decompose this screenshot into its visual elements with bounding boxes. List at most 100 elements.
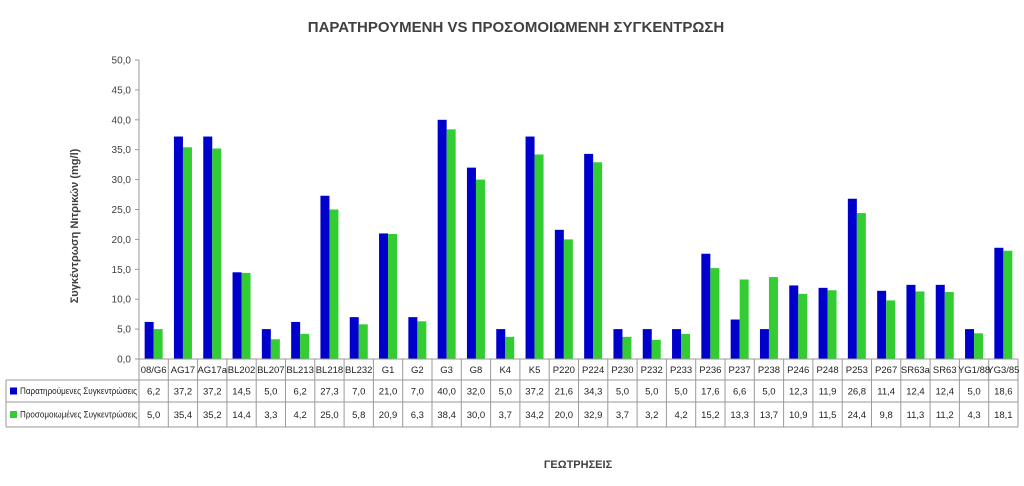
data-table-value: 34,2 [525, 410, 544, 421]
category-label: P248 [816, 365, 838, 376]
data-table-value: 14,4 [232, 410, 251, 421]
data-table-value: 5,0 [645, 387, 658, 398]
data-table-value: 3,2 [645, 410, 658, 421]
x-axis-label: ΓΕΩΤΡΗΣΕΙΣ [544, 459, 613, 471]
bar-observed [613, 329, 623, 359]
bar-simulated [651, 339, 661, 359]
bar-simulated [710, 268, 720, 359]
category-label: BL218 [316, 365, 343, 376]
bar-simulated [593, 162, 603, 359]
category-label: P246 [787, 365, 809, 376]
category-label: YG1/88 [958, 365, 990, 376]
bar-simulated [534, 154, 544, 359]
bar-observed [730, 319, 740, 359]
bar-simulated [446, 129, 456, 359]
data-table-value: 12,4 [906, 387, 925, 398]
data-table-value: 20,9 [379, 410, 398, 421]
bar-observed [584, 153, 594, 359]
category-label: G2 [411, 365, 424, 376]
bar-simulated [856, 213, 866, 359]
category-label: SR63a [901, 365, 931, 376]
data-table-value: 21,6 [555, 387, 574, 398]
bar-observed [203, 136, 213, 359]
data-table-value: 9,8 [880, 410, 893, 421]
bar-simulated [974, 333, 984, 359]
data-table-value: 18,6 [994, 387, 1013, 398]
category-label: AG17 [171, 365, 195, 376]
bar-observed [349, 317, 359, 359]
data-table-value: 40,0 [437, 387, 456, 398]
category-label: P238 [758, 365, 780, 376]
bar-simulated [768, 277, 778, 359]
bar-observed [935, 284, 945, 359]
bar-simulated [1003, 250, 1013, 359]
y-tick-label: 35,0 [112, 145, 132, 156]
bar-observed [173, 136, 183, 359]
bar-observed [642, 329, 652, 359]
data-table-value: 18,1 [994, 410, 1013, 421]
category-label: P233 [670, 365, 692, 376]
bar-simulated [622, 336, 632, 359]
data-table-value: 26,8 [848, 387, 867, 398]
data-table-value: 3,7 [499, 410, 512, 421]
category-label: P220 [553, 365, 575, 376]
data-table-value: 5,8 [352, 410, 365, 421]
category-label: P224 [582, 365, 604, 376]
data-table-value: 38,4 [437, 410, 456, 421]
category-label: BL202 [228, 365, 255, 376]
category-label: BL213 [286, 365, 313, 376]
y-tick-label: 25,0 [112, 205, 132, 216]
data-table-value: 4,2 [674, 410, 687, 421]
bar-observed [847, 198, 857, 359]
category-label: G3 [440, 365, 453, 376]
bar-simulated [300, 333, 310, 359]
data-table-value: 25,0 [320, 410, 339, 421]
bar-observed [144, 321, 154, 359]
data-table-value: 5,0 [147, 410, 160, 421]
category-label: AG17a [197, 365, 227, 376]
bar-observed [759, 329, 769, 359]
data-table-value: 7,0 [411, 387, 424, 398]
bar-observed [261, 329, 271, 359]
category-label: P253 [846, 365, 868, 376]
data-table-value: 5,0 [967, 387, 980, 398]
data-table-value: 6,6 [733, 387, 746, 398]
category-label: BL207 [257, 365, 284, 376]
bar-simulated [358, 324, 368, 359]
legend-key [10, 387, 17, 395]
bar-observed [379, 233, 389, 359]
bar-simulated [241, 272, 251, 359]
data-table-value: 6,2 [147, 387, 160, 398]
bar-observed [437, 119, 447, 359]
data-table-value: 5,0 [499, 387, 512, 398]
legend-key [10, 411, 17, 418]
data-table-value: 32,9 [584, 410, 603, 421]
category-label: G8 [470, 365, 483, 376]
category-label: K4 [499, 365, 511, 376]
data-table-value: 14,5 [232, 387, 251, 398]
data-table-value: 6,2 [294, 387, 307, 398]
y-tick-label: 15,0 [112, 265, 132, 276]
bar-observed [672, 329, 682, 359]
data-table-value: 5,0 [674, 387, 687, 398]
data-table-value: 5,0 [264, 387, 277, 398]
data-table-value: 6,3 [411, 410, 424, 421]
data-table-value: 11,9 [819, 387, 837, 398]
bar-simulated [182, 147, 192, 359]
category-label: BL232 [345, 365, 372, 376]
bar-simulated [212, 148, 222, 359]
y-tick-label: 50,0 [112, 56, 132, 67]
bar-observed [818, 287, 828, 359]
data-table-value: 4,2 [294, 410, 307, 421]
y-tick-label: 10,0 [112, 295, 132, 306]
data-table-value: 3,7 [616, 410, 629, 421]
category-label: K5 [529, 365, 541, 376]
bar-observed [906, 284, 916, 359]
data-table-value: 11,3 [907, 410, 925, 421]
bar-simulated [388, 234, 398, 359]
bar-simulated [739, 279, 749, 359]
bar-observed [291, 321, 301, 359]
bar-observed [232, 272, 242, 359]
category-label: P267 [875, 365, 897, 376]
data-table-value: 37,2 [174, 387, 193, 398]
